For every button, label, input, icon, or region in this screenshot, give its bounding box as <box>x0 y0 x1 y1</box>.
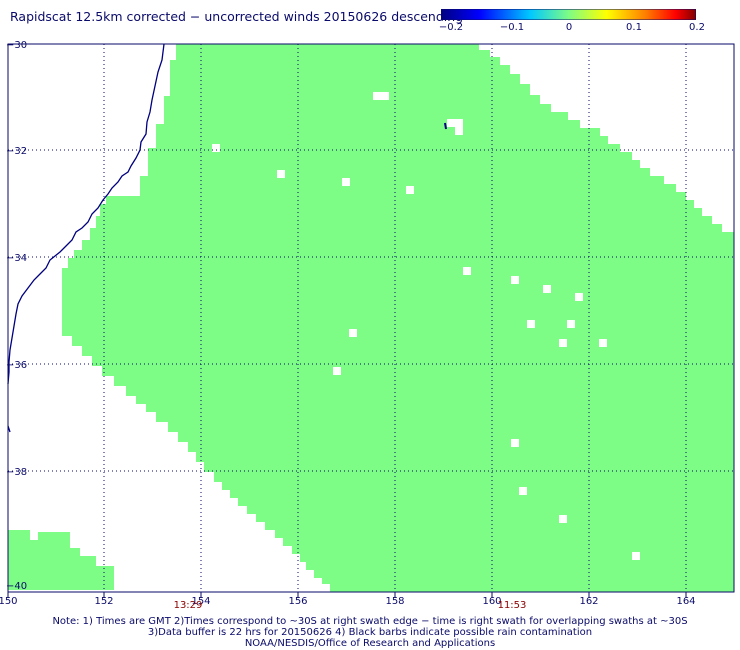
colorbar-label-zero: 0 <box>565 22 573 33</box>
ticks <box>7 592 687 598</box>
chart-title: Rapidscat 12.5km corrected − uncorrected… <box>10 9 464 24</box>
footnote-line-3: NOAA/NESDIS/Office of Research and Appli… <box>244 638 496 649</box>
colorbar <box>441 9 696 20</box>
lon-label-158: 158 <box>385 596 404 607</box>
swath-data-region-sw <box>8 530 114 590</box>
lon-label-156: 156 <box>288 596 307 607</box>
swath-time-2: 11:53 <box>498 600 527 611</box>
colorbar-label-pos: 0.1 <box>626 22 642 33</box>
lon-label-150: 150 <box>0 596 18 607</box>
colorbar-label-min: −0.2 <box>438 22 464 33</box>
colorbar-label-neg: −0.1 <box>499 22 525 33</box>
lon-label-164: 164 <box>676 596 695 607</box>
lat-label-40: −40 <box>6 581 27 592</box>
lat-label-30: −30 <box>6 40 27 51</box>
lat-label-38: −38 <box>6 467 27 478</box>
footnote-line-1: Note: 1) Times are GMT 2)Times correspon… <box>52 616 688 627</box>
footnote-line-2: 3)Data buffer is 22 hrs for 20150626 4) … <box>147 627 593 638</box>
lat-label-34: −34 <box>6 253 27 264</box>
swath-time-1: 13:29 <box>174 600 203 611</box>
data-gaps <box>212 92 640 560</box>
lat-label-36: −36 <box>6 360 27 371</box>
graticule <box>8 44 734 592</box>
lon-label-160: 160 <box>482 596 501 607</box>
coastline <box>7 43 165 385</box>
plot-frame <box>7 43 735 593</box>
lon-label-154: 154 <box>191 596 210 607</box>
lon-label-162: 162 <box>579 596 598 607</box>
swath-data-region <box>62 44 734 592</box>
lat-label-32: −32 <box>6 146 27 157</box>
rain-barb <box>444 122 447 130</box>
lon-label-152: 152 <box>94 596 113 607</box>
colorbar-label-max: 0.2 <box>689 22 705 33</box>
